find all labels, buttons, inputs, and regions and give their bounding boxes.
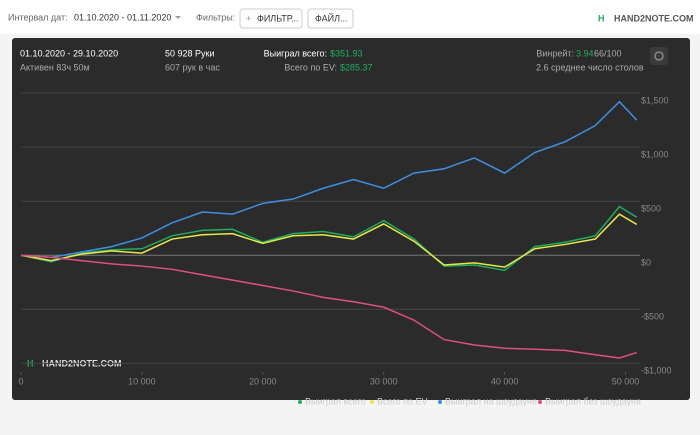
y-tick-label: -$500	[641, 312, 664, 322]
y-tick-label: $1,000	[641, 150, 669, 160]
legend-label: Всего по EV	[377, 396, 427, 406]
ev-label: Всего по EV:	[284, 62, 337, 72]
won-label: Выиграл всего:	[264, 48, 327, 58]
filter-button-label: ФИЛЬТР...	[257, 13, 299, 23]
plus-icon: +	[246, 13, 251, 23]
y-tick-label: $1,500	[641, 95, 669, 105]
date-label: Интервал дат:	[8, 12, 68, 22]
period: 01.10.2020 - 29.10.2020	[20, 48, 118, 58]
y-tick-label: $500	[641, 204, 661, 214]
series-line	[20, 254, 637, 359]
x-tick-label: 30 000	[370, 376, 398, 386]
dropdown-arrow	[175, 16, 181, 19]
date-range[interactable]: 01.10.2020 - 01.11.2020	[74, 12, 171, 22]
tables: 2.6 среднее число столов	[536, 62, 644, 72]
filter-button[interactable]	[239, 8, 303, 29]
settings-icon	[654, 51, 664, 61]
hands: 50 928 Руки	[165, 48, 215, 58]
ev-value: $285.37	[340, 62, 373, 72]
file-button-label: ФАЙЛ...	[315, 12, 348, 23]
series-line	[20, 213, 638, 268]
file-button[interactable]	[307, 8, 354, 29]
series-line	[20, 205, 638, 272]
legend-marker	[438, 400, 442, 404]
legend-label: Выиграл всего	[305, 396, 366, 406]
legend-marker	[298, 400, 302, 404]
logo-icon: H	[598, 13, 605, 23]
x-tick-label: 40 000	[491, 376, 519, 386]
hands-per-hour: 607 рук в час	[165, 62, 220, 72]
legend-marker	[370, 400, 374, 404]
filters-label: Фильтры:	[196, 12, 235, 22]
legend-marker	[538, 400, 542, 404]
logo: HAND2NOTE.COM	[614, 13, 694, 23]
winrate-label: Винрейт:	[536, 48, 574, 58]
legend-label: Выиграл без шоудауна	[545, 396, 641, 406]
x-tick-label: 50 000	[612, 376, 640, 386]
x-tick-label: 10 000	[128, 376, 156, 386]
y-tick-label: $0	[641, 258, 651, 268]
panel	[12, 38, 690, 400]
legend-label: Выиграл на шоудауне	[445, 396, 537, 406]
y-tick-label: -$1,000	[641, 366, 672, 376]
series-line	[20, 100, 638, 259]
won-value: $351.93	[330, 48, 363, 58]
x-tick-label: 0	[18, 376, 23, 386]
winrate-value: 3.94	[576, 48, 594, 58]
settings-button[interactable]	[650, 47, 668, 65]
winrate-unit: 66/100	[594, 48, 622, 58]
active-time: Активен 83ч 50м	[20, 62, 90, 72]
x-tick-label: 20 000	[249, 376, 277, 386]
